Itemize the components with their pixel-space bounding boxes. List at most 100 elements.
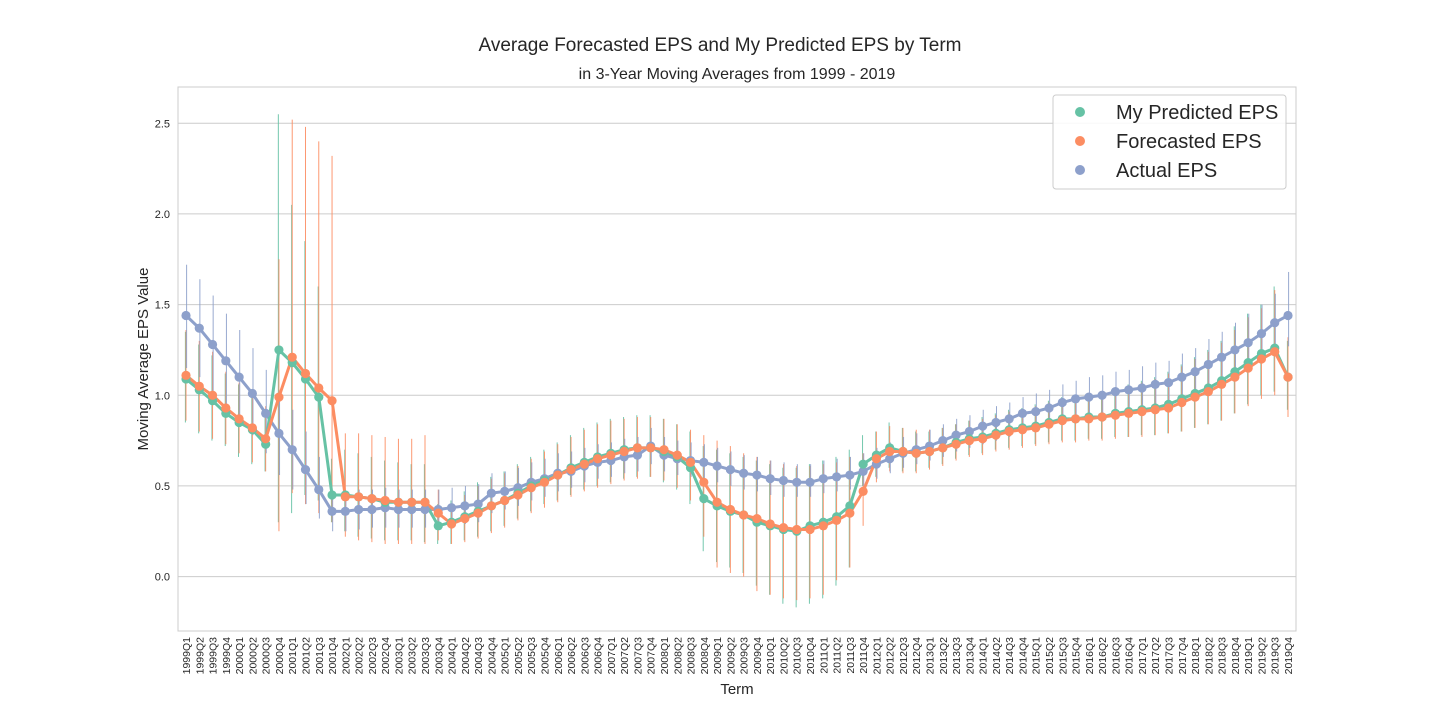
x-tick-label: 2011Q2 [832,637,844,674]
x-tick-label: 1999Q4 [221,637,233,675]
x-tick-label: 1999Q3 [208,637,220,675]
data-point [1057,416,1067,426]
data-point [991,417,1001,428]
x-tick-label: 1999Q2 [194,637,206,675]
data-point [938,443,948,453]
x-tick-label: 2018Q3 [1217,637,1229,675]
data-point [221,403,231,413]
data-point [1177,372,1187,382]
data-point [287,445,297,455]
data-point [1283,310,1293,321]
data-point [845,508,855,518]
x-axis-ticks: 1999Q1 1999Q2 1999Q3 1999Q4 2000Q1 2000Q2 2000… [181,637,1295,675]
data-point [805,524,815,535]
data-point [314,383,324,393]
x-tick-label: 2012Q3 [898,637,910,675]
data-point [1217,379,1227,389]
data-point [818,474,828,484]
data-point [1124,385,1134,395]
data-point [606,450,616,460]
x-tick-label: 2012Q1 [871,637,883,675]
data-point [1110,387,1120,397]
x-tick-label: 2008Q1 [659,637,671,675]
x-tick-label: 2013Q4 [964,637,976,675]
x-tick-label: 2010Q3 [792,637,804,675]
x-tick-label: 2000Q2 [247,637,259,675]
x-tick-label: 2018Q1 [1190,637,1202,675]
y-axis-ticks: 0.0 0.5 1.0 1.5 2.0 2.5 [155,118,170,583]
x-tick-label: 2015Q2 [1044,637,1056,675]
x-tick-label: 2002Q3 [367,637,379,675]
data-point [1044,403,1054,413]
x-tick-label: 2019Q3 [1270,637,1282,675]
data-point [765,474,775,484]
data-point [1256,354,1267,364]
data-point [327,396,337,406]
data-point [831,472,842,482]
data-point [327,490,337,500]
data-point [871,454,882,464]
data-point [778,523,789,533]
data-point [978,421,988,431]
data-point [553,470,563,480]
data-point [858,466,868,477]
data-point [314,484,324,495]
data-point [354,504,364,515]
x-tick-label: 2005Q4 [539,637,551,675]
data-point [646,443,656,453]
x-tick-label: 2009Q1 [712,637,724,675]
x-tick-label: 2002Q2 [354,637,366,675]
data-point [1110,410,1120,420]
x-tick-label: 2010Q4 [805,637,817,675]
x-tick-label: 2009Q2 [725,637,737,675]
data-point [1203,387,1213,397]
data-point [1243,338,1253,348]
x-tick-label: 2006Q3 [579,637,591,675]
data-point [274,345,284,355]
data-point [460,513,470,524]
x-tick-label: 2015Q3 [1057,637,1069,675]
data-point [274,392,284,402]
data-point [752,513,762,524]
data-point [1217,352,1227,362]
data-point [1017,425,1028,435]
x-tick-label: 2007Q2 [619,637,631,675]
data-point [1057,397,1067,408]
data-point [1177,397,1187,408]
data-point [1230,372,1240,382]
x-tick-label: 2013Q1 [925,637,937,675]
data-point [911,448,921,458]
data-point [1283,372,1293,382]
x-tick-label: 2010Q1 [765,637,777,675]
x-tick-label: 2004Q3 [473,637,485,675]
data-point [513,490,523,500]
data-point [1097,412,1107,422]
data-point [1163,403,1174,413]
data-point [845,470,855,480]
data-point [885,446,895,457]
data-point [1031,423,1041,433]
y-tick-label: 0.5 [155,481,170,493]
data-point [446,503,457,513]
data-point [420,497,430,507]
x-tick-label: 2015Q4 [1071,637,1083,675]
x-tick-label: 2004Q1 [447,637,459,675]
data-point [1270,347,1280,357]
data-point [1270,318,1280,328]
data-point [792,477,802,487]
x-tick-label: 2011Q4 [858,637,870,674]
data-point [778,475,789,486]
data-point [500,495,510,506]
x-tick-label: 2017Q1 [1137,637,1149,675]
y-tick-label: 1.0 [155,390,170,402]
legend-marker [1075,165,1085,175]
data-point [1031,406,1041,417]
data-point [393,497,404,507]
x-tick-label: 2004Q2 [460,637,472,675]
data-point [818,521,828,531]
data-point [473,499,483,509]
x-tick-label: 1999Q1 [181,637,193,675]
data-point [792,524,802,535]
x-axis-label: Term [720,681,753,698]
